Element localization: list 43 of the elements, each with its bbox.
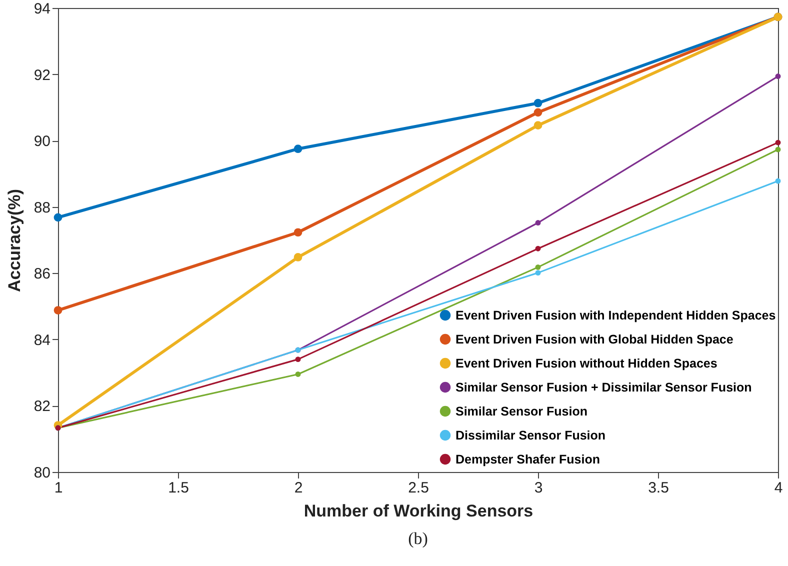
y-tick-label: 84 [34,332,50,349]
x-axis-title: Number of Working Sensors [304,502,534,520]
point [295,356,301,362]
point [534,121,542,130]
point [775,146,781,152]
point [775,178,781,184]
y-tick-label: 92 [34,66,50,84]
y-tick-label: 82 [34,398,50,416]
point [775,140,781,146]
x-tick-label: 3.5 [648,480,669,496]
point [535,246,541,252]
y-tick-label: 80 [34,464,50,482]
legend-label: Similar Sensor Fusion + Dissimilar Sensor Fusion [456,380,752,394]
legend-label: Event Driven Fusion without Hidden Spaces [456,356,718,370]
legend-label: Event Driven Fusion with Independent Hidden Spaces [456,308,776,322]
point [295,371,301,377]
point [54,306,62,314]
point [534,108,542,117]
x-tick-label: 2 [294,480,303,496]
y-tick-label: 90 [34,133,50,150]
point [534,98,542,108]
y-tick-label: 86 [34,266,50,283]
point [535,264,541,270]
legend-label: Dissimilar Sensor Fusion [456,428,606,442]
x-tick-label: 1 [54,480,63,496]
point [54,213,62,222]
point [294,144,302,154]
point [535,220,541,226]
point [775,74,781,80]
point [294,253,302,262]
y-axis-title: Accuracy(%) [4,189,24,292]
x-tick-label: 3 [534,480,543,496]
legend-label: Dempster Shafer Fusion [456,452,600,466]
y-tick-label: 94 [34,0,50,18]
y-tick-label: 88 [34,199,50,216]
point [294,228,302,237]
point [535,270,541,276]
text: (b) [408,529,428,548]
legend-label: Event Driven Fusion with Global Hidden Space [456,332,734,346]
x-tick-label: 1.5 [168,480,189,496]
legend-label: Similar Sensor Fusion [456,404,588,418]
x-tick-label: 2.5 [408,480,429,496]
x-tick-label: 4 [774,480,783,496]
